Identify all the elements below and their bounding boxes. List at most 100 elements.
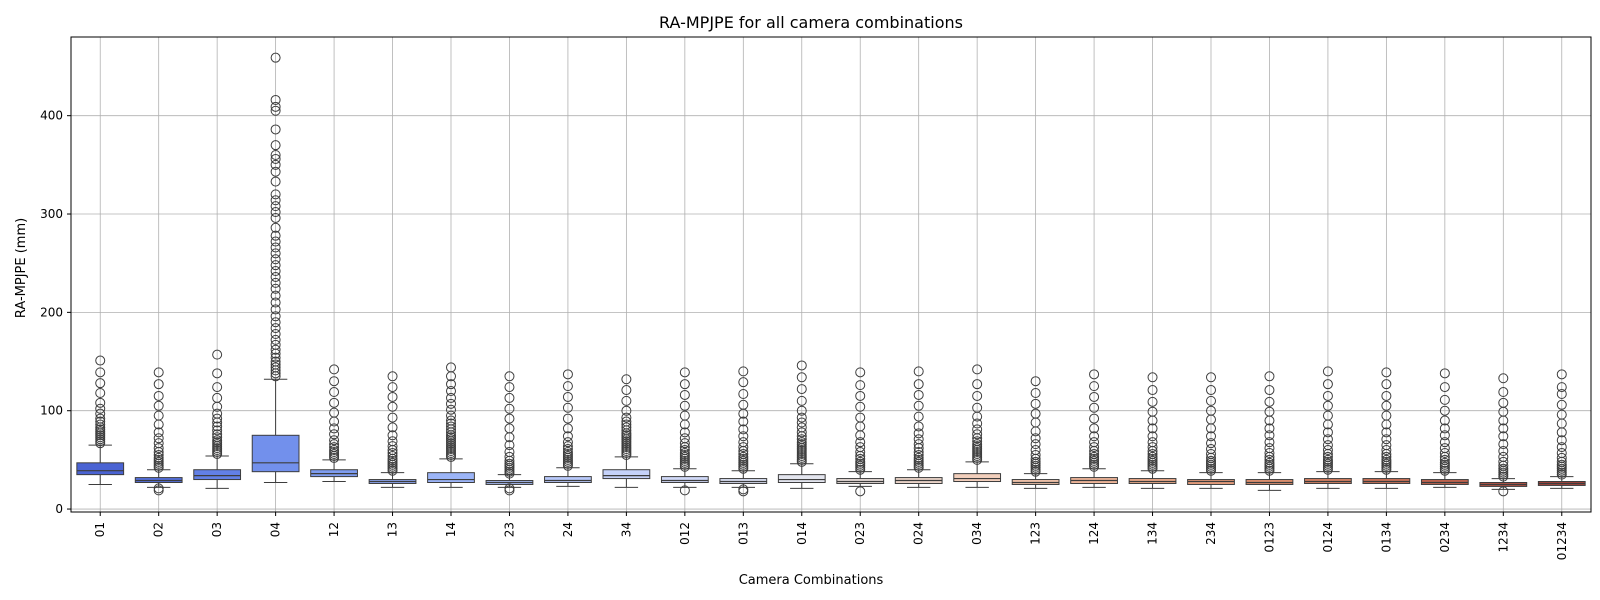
x-tick-label: 12 bbox=[327, 522, 341, 537]
box-24 bbox=[544, 369, 592, 487]
outlier-point bbox=[270, 189, 281, 200]
outlier-point bbox=[562, 369, 573, 380]
outlier-point bbox=[855, 401, 866, 412]
outlier-point bbox=[504, 458, 515, 469]
outlier-point bbox=[270, 328, 281, 339]
outlier-point bbox=[270, 222, 281, 233]
box-iqr bbox=[660, 476, 709, 483]
x-tick-label: 012 bbox=[678, 522, 692, 545]
outlier-point bbox=[913, 389, 924, 400]
outlier-point bbox=[1381, 454, 1392, 465]
box-01 bbox=[76, 355, 125, 485]
outlier-point bbox=[212, 408, 223, 419]
x-tick-label: 04 bbox=[269, 522, 283, 537]
outlier-point bbox=[270, 356, 281, 367]
outlier-point bbox=[738, 484, 749, 495]
outlier-point bbox=[913, 434, 924, 445]
outlier-point bbox=[1264, 454, 1275, 465]
outlier-point bbox=[1030, 376, 1041, 387]
outlier-point bbox=[1089, 442, 1100, 453]
outlier-point bbox=[387, 422, 398, 433]
box-012 bbox=[660, 367, 709, 496]
outlier-point bbox=[1089, 423, 1100, 434]
outlier-point bbox=[270, 105, 281, 116]
outlier-point bbox=[972, 390, 983, 401]
box-123 bbox=[1011, 376, 1060, 489]
outlier-point bbox=[855, 412, 866, 423]
outlier-point bbox=[738, 388, 749, 399]
outlier-point bbox=[329, 445, 340, 456]
x-tick-label: 0123 bbox=[1262, 522, 1276, 553]
outlier-point bbox=[387, 391, 398, 402]
outlier-point bbox=[562, 444, 573, 455]
outlier-point bbox=[270, 150, 281, 161]
outlier-point bbox=[1498, 456, 1509, 467]
box-134 bbox=[1128, 372, 1177, 489]
outlier-point bbox=[562, 413, 573, 424]
outlier-point bbox=[913, 400, 924, 411]
outlier-point bbox=[1030, 398, 1041, 409]
outlier-point bbox=[1381, 390, 1392, 401]
outlier-point bbox=[270, 195, 281, 206]
outlier-point bbox=[1556, 447, 1567, 458]
outlier-point bbox=[913, 379, 924, 390]
outlier-point bbox=[562, 423, 573, 434]
outlier-point bbox=[1439, 457, 1450, 468]
outlier-point bbox=[1322, 454, 1333, 465]
outlier-point bbox=[679, 400, 690, 411]
outlier-point bbox=[504, 382, 515, 393]
outlier-point bbox=[270, 101, 281, 112]
outlier-point bbox=[387, 382, 398, 393]
box-34 bbox=[602, 374, 651, 488]
outlier-point bbox=[1498, 463, 1509, 474]
outlier-point bbox=[387, 436, 398, 447]
outlier-point bbox=[95, 378, 106, 389]
outlier-point bbox=[562, 402, 573, 413]
outlier-point bbox=[446, 362, 456, 373]
outlier-point bbox=[796, 395, 807, 406]
outlier-point bbox=[153, 483, 164, 494]
x-tick-label: 0124 bbox=[1321, 522, 1335, 553]
outlier-point bbox=[1556, 382, 1567, 393]
outlier-point bbox=[270, 344, 281, 355]
outlier-point bbox=[1089, 381, 1100, 392]
outlier-point bbox=[1206, 385, 1216, 396]
outlier-point bbox=[153, 443, 164, 454]
box-iqr bbox=[193, 469, 242, 481]
outlier-point bbox=[1206, 444, 1216, 455]
outlier-point bbox=[679, 433, 690, 444]
outlier-point bbox=[738, 448, 749, 459]
outlier-point bbox=[95, 416, 106, 427]
outlier-point bbox=[1264, 430, 1275, 441]
outlier-point bbox=[621, 416, 632, 427]
outlier-point bbox=[679, 427, 690, 438]
outlier-point bbox=[1439, 454, 1450, 465]
outlier-point bbox=[95, 403, 106, 414]
x-tick-label: 23 bbox=[502, 522, 516, 537]
outlier-point bbox=[1556, 409, 1567, 420]
outlier-point bbox=[1147, 437, 1158, 448]
outlier-point bbox=[621, 412, 632, 423]
outlier-point bbox=[270, 153, 281, 164]
outlier-point bbox=[796, 434, 807, 445]
outlier-point bbox=[446, 418, 456, 429]
outlier-point bbox=[504, 451, 515, 462]
outlier-point bbox=[796, 422, 807, 433]
outlier-point bbox=[972, 424, 983, 435]
outlier-point bbox=[1556, 435, 1567, 446]
outlier-point bbox=[913, 428, 924, 439]
x-tick-label: 0134 bbox=[1379, 522, 1393, 553]
outlier-point bbox=[796, 405, 807, 416]
box-23 bbox=[485, 371, 534, 496]
plot-frame bbox=[70, 36, 1592, 513]
outlier-point bbox=[738, 437, 749, 448]
outlier-point bbox=[446, 404, 456, 415]
outlier-point bbox=[1206, 372, 1216, 383]
outlier-point bbox=[855, 442, 866, 453]
outlier-point bbox=[1206, 448, 1216, 459]
outlier-point bbox=[270, 242, 281, 253]
outlier-point bbox=[972, 429, 983, 440]
outlier-point bbox=[1381, 445, 1392, 456]
outlier-point bbox=[1030, 445, 1041, 456]
outlier-point bbox=[1264, 406, 1275, 417]
